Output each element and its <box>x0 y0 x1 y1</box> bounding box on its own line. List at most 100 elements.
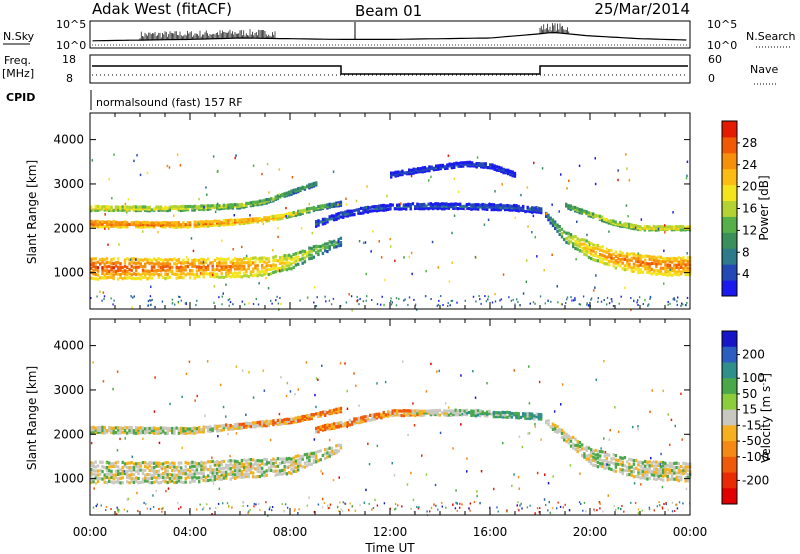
echo-cell <box>274 458 277 462</box>
ground-cell <box>430 298 432 300</box>
echo-cell <box>438 204 442 208</box>
echo-cell <box>558 228 561 232</box>
echo-cell <box>128 429 131 433</box>
echo-cell <box>310 256 313 260</box>
echo-cell <box>126 461 129 466</box>
echo-cell <box>202 264 205 268</box>
echo-cell <box>666 475 669 479</box>
echo-cell <box>515 416 518 420</box>
echo-cell <box>130 480 133 484</box>
echo-cell <box>200 220 203 224</box>
echo-cell <box>590 451 593 455</box>
ground-cell <box>143 501 145 504</box>
ground-cell <box>132 296 134 299</box>
noise-cell <box>466 457 468 460</box>
noise-cell <box>560 303 563 306</box>
ground-cell <box>602 510 604 513</box>
echo-cell <box>659 269 663 274</box>
ground-cell <box>403 299 405 302</box>
echo-cell <box>335 241 338 245</box>
echo-cell <box>108 269 111 273</box>
echo-cell <box>132 466 136 470</box>
echo-cell <box>177 461 181 465</box>
echo-cell <box>254 260 257 264</box>
echo-cell <box>450 202 453 206</box>
echo-cell <box>511 174 514 178</box>
echo-cell <box>193 471 196 475</box>
ground-cell <box>350 295 353 298</box>
echo-cell <box>234 476 237 480</box>
echo-cell <box>157 261 160 265</box>
ground-cell <box>265 501 267 504</box>
nave-label: Nave <box>750 63 778 76</box>
echo-cell <box>452 202 455 206</box>
echo-cell <box>565 439 568 443</box>
ground-cell <box>667 300 669 303</box>
echo-cell <box>137 461 140 466</box>
echo-cell <box>495 168 499 172</box>
echo-cell <box>686 468 690 472</box>
echo-cell <box>594 453 597 457</box>
echo-cell <box>198 428 201 432</box>
echo-cell <box>378 412 381 416</box>
ground-cell <box>497 510 499 513</box>
echo-cell <box>450 409 453 413</box>
noise-cell <box>157 230 159 234</box>
echo-cell <box>105 276 109 280</box>
echo-cell <box>186 468 190 472</box>
echo-cell <box>438 413 442 417</box>
echo-cell <box>252 203 255 208</box>
echo-cell <box>382 208 385 212</box>
echo-cell <box>261 470 264 474</box>
echo-cell <box>110 221 113 225</box>
echo-cell <box>137 272 140 276</box>
echo-cell <box>245 256 248 260</box>
echo-cell <box>599 462 602 466</box>
echo-cell <box>132 272 136 276</box>
noise-cell <box>393 474 396 477</box>
echo-cell <box>279 261 282 265</box>
echo-cell <box>599 248 602 252</box>
echo-cell <box>274 195 277 199</box>
echo-cell <box>200 476 203 480</box>
echo-cell <box>261 269 264 274</box>
noise-cell <box>657 227 660 231</box>
noise-cell <box>453 214 456 217</box>
echo-cell <box>319 427 322 431</box>
echo-cell <box>472 205 475 209</box>
echo-cell <box>128 469 131 473</box>
echo-cell <box>247 201 250 205</box>
echo-cell <box>270 267 273 271</box>
noise-cell <box>111 197 113 200</box>
echo-cell <box>191 429 194 433</box>
echo-cell <box>601 260 604 264</box>
echo-cell <box>225 218 228 223</box>
echo-cell <box>130 205 133 209</box>
echo-cell <box>171 258 174 262</box>
echo-cell <box>666 273 669 277</box>
echo-cell <box>470 411 473 415</box>
echo-cell <box>294 469 298 473</box>
echo-cell <box>213 460 217 464</box>
noise-cell <box>531 231 533 234</box>
echo-cell <box>578 238 582 242</box>
echo-cell <box>135 220 138 224</box>
ground-cell <box>401 505 403 508</box>
noise-cell <box>632 425 634 429</box>
echo-cell <box>657 471 660 475</box>
echo-cell <box>646 265 649 269</box>
echo-cell <box>150 208 154 212</box>
ground-cell <box>328 506 331 509</box>
echo-cell <box>675 461 678 465</box>
echo-cell <box>110 475 113 479</box>
echo-cell <box>639 468 642 472</box>
noise-cell <box>566 187 568 190</box>
echo-cell <box>335 201 338 205</box>
echo-cell <box>369 413 372 417</box>
echo-cell <box>202 222 205 226</box>
echo-cell <box>477 413 480 417</box>
echo-cell <box>252 463 255 467</box>
echo-cell <box>335 217 338 221</box>
noise-cell <box>248 302 250 305</box>
echo-cell <box>650 258 654 262</box>
